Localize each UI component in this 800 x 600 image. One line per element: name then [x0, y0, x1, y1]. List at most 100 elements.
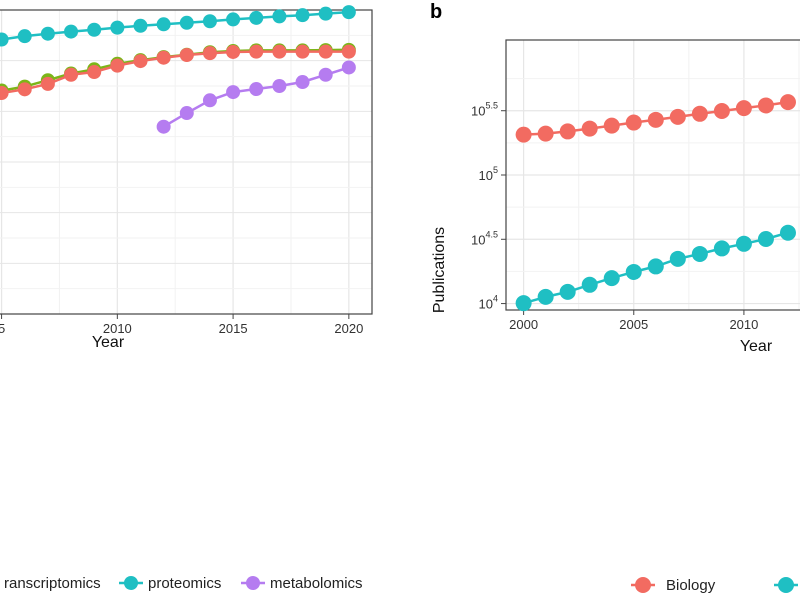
data-point-proteomics — [0, 32, 9, 47]
y-tick-label-exponent: 5.5 — [485, 101, 498, 111]
data-point-unlabeled-red — [341, 44, 356, 59]
data-point-AI — [559, 283, 576, 300]
data-point-proteomics — [341, 5, 356, 20]
data-point-AI — [757, 231, 774, 248]
series-line-proteomics — [1, 10, 349, 41]
data-point-metabolomics — [226, 85, 241, 100]
data-point-AI — [691, 245, 708, 262]
data-point-unlabeled-red — [64, 67, 79, 82]
panel-label: b — [430, 1, 442, 23]
data-point-metabolomics — [249, 82, 264, 97]
data-point-Biology — [647, 111, 664, 128]
data-point-Biology — [581, 120, 598, 137]
x-tick-label: 2010 — [103, 321, 132, 336]
y-tick-label-base: 10 — [471, 232, 485, 247]
data-point-proteomics — [64, 24, 79, 39]
data-point-proteomics — [295, 8, 310, 23]
data-point-metabolomics — [156, 119, 171, 134]
data-point-unlabeled-red — [0, 85, 9, 100]
x-axis-title: Year — [740, 338, 773, 355]
y-tick-label-exponent: 4.5 — [485, 229, 498, 239]
data-point-metabolomics — [179, 106, 194, 121]
data-point-proteomics — [179, 15, 194, 30]
data-point-proteomics — [133, 18, 148, 33]
data-point-metabolomics — [272, 79, 287, 93]
data-point-Biology — [691, 105, 708, 122]
data-point-AI — [669, 250, 686, 267]
x-tick-label: 2005 — [619, 317, 648, 332]
legend-label: ranscriptomics — [4, 575, 101, 592]
data-point-unlabeled-red — [87, 65, 102, 80]
x-tick-label: 2015 — [219, 321, 248, 336]
legend-label: proteomics — [148, 575, 221, 592]
data-point-Biology — [735, 100, 752, 117]
y-axis-title: Publications — [431, 227, 448, 313]
x-tick-label: 2000 — [509, 317, 538, 332]
data-point-metabolomics — [202, 93, 217, 108]
panel-a-chart: 5 2010 2015 2020 Year ranscriptomics proteomic… — [0, 5, 373, 592]
data-point-Biology — [537, 125, 554, 142]
data-point-Biology — [559, 123, 576, 140]
data-point-proteomics — [110, 20, 125, 35]
data-point-AI — [647, 258, 664, 275]
x-tick-label: 5 — [0, 321, 5, 336]
y-tick-label-base: 10 — [471, 104, 485, 119]
y-tick-label: 104 — [479, 294, 498, 312]
data-point-unlabeled-red — [156, 50, 171, 65]
data-point-Biology — [713, 102, 730, 119]
data-point-Biology — [625, 114, 642, 131]
data-point-proteomics — [87, 22, 102, 37]
data-point-Biology — [515, 126, 532, 143]
data-point-Biology — [603, 117, 620, 134]
data-point-metabolomics — [341, 60, 356, 75]
data-point-AI — [603, 270, 620, 287]
legend-key-point — [635, 577, 651, 593]
data-point-proteomics — [17, 29, 32, 44]
data-point-unlabeled-red — [249, 44, 264, 59]
legend-label: metabolomics — [270, 575, 363, 592]
data-point-proteomics — [318, 6, 333, 21]
plot-border — [0, 9, 373, 315]
data-point-unlabeled-red — [318, 44, 333, 59]
y-tick-label-exponent: 5 — [493, 165, 498, 175]
data-point-unlabeled-red — [295, 44, 310, 59]
x-tick-label: 2010 — [729, 317, 758, 332]
data-point-unlabeled-red — [179, 47, 194, 62]
data-point-AI — [713, 240, 730, 257]
legend-label: Biology — [666, 577, 716, 594]
data-point-unlabeled-red — [226, 44, 241, 59]
data-point-metabolomics — [295, 75, 310, 90]
legend-key-point — [778, 577, 794, 593]
data-point-proteomics — [156, 17, 171, 32]
data-point-proteomics — [40, 26, 55, 41]
data-point-proteomics — [226, 12, 241, 27]
legend-key-point — [246, 576, 260, 590]
data-point-AI — [735, 235, 752, 252]
data-point-AI — [581, 276, 598, 293]
panel-b-chart: 2000 2005 2010104104.5105105.5YearPublicat… — [430, 1, 800, 594]
data-point-unlabeled-red — [133, 54, 148, 69]
y-tick-label: 105 — [479, 165, 498, 183]
data-point-metabolomics — [318, 67, 333, 82]
data-point-unlabeled-red — [272, 44, 287, 59]
data-point-proteomics — [202, 14, 217, 29]
data-point-Biology — [779, 94, 796, 111]
y-tick-label-base: 10 — [479, 297, 493, 312]
legend-key-point — [124, 576, 138, 590]
data-point-unlabeled-red — [40, 76, 55, 91]
y-tick-label-exponent: 4 — [493, 294, 498, 304]
data-point-unlabeled-red — [17, 82, 32, 97]
y-tick-label-base: 10 — [479, 168, 493, 183]
y-tick-label: 104.5 — [471, 229, 498, 247]
y-tick-label: 105.5 — [471, 101, 498, 119]
data-point-unlabeled-red — [202, 46, 217, 61]
data-point-AI — [779, 224, 796, 241]
data-point-unlabeled-red — [110, 58, 125, 73]
data-point-proteomics — [249, 10, 264, 25]
data-point-AI — [537, 288, 554, 305]
data-point-AI — [515, 295, 532, 312]
x-axis-title: Year — [92, 334, 125, 351]
data-point-Biology — [669, 108, 686, 125]
data-point-Biology — [757, 97, 774, 114]
